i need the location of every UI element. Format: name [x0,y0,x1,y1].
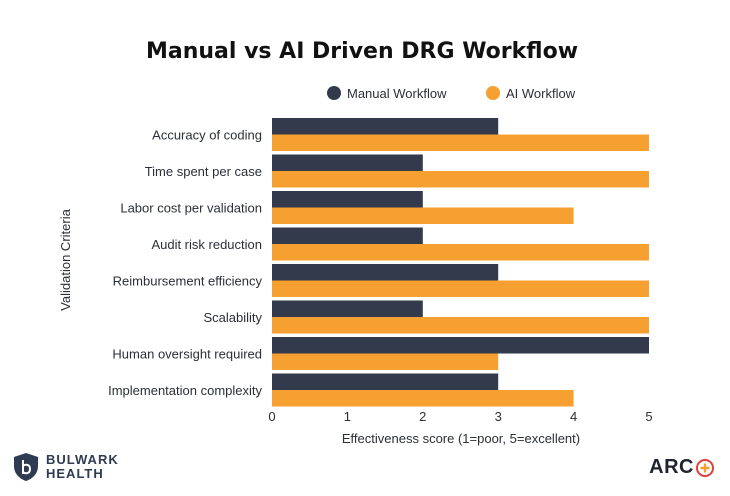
bar-manual-2 [272,191,423,208]
category-label: Implementation complexity [108,383,262,398]
bar-manual-3 [272,227,423,244]
x-tick-label: 3 [495,409,502,424]
bar-manual-4 [272,264,499,281]
bar-ai-7 [272,390,574,407]
category-label: Scalability [203,310,262,325]
x-tick-label: 0 [268,409,275,424]
bar-manual-6 [272,337,649,354]
arc-logo-text: ARC [649,456,694,478]
y-axis-title: Validation Criteria [58,208,73,310]
bar-ai-5 [272,317,649,334]
bar-ai-1 [272,171,649,188]
category-label: Audit risk reduction [151,237,262,252]
legend-marker-manual [327,86,341,100]
x-tick-label: 4 [570,409,577,424]
bar-ai-4 [272,280,649,297]
category-label: Time spent per case [145,164,262,179]
x-tick-label: 2 [419,409,426,424]
medical-cross-icon [696,458,714,477]
bar-ai-0 [272,134,649,151]
category-label: Accuracy of coding [152,128,262,143]
legend-label-ai: AI Workflow [506,86,576,101]
arc-logo: ARC [649,456,714,479]
bar-ai-6 [272,353,499,370]
category-label: Labor cost per validation [120,201,262,216]
x-tick-label: 1 [344,409,351,424]
brand-left-line2: HEALTH [46,466,104,481]
chart-title: Manual vs AI Driven DRG Workflow [146,39,578,64]
brand-left-line1: BULWARK [46,452,119,467]
bar-ai-2 [272,207,574,224]
legend-label-manual: Manual Workflow [347,86,447,101]
bar-manual-5 [272,300,423,317]
legend-marker-ai [486,86,500,100]
x-tick-label: 5 [645,409,652,424]
legend: Manual Workflow AI Workflow [327,86,576,101]
x-axis-title: Effectiveness score (1=poor, 5=excellent… [342,431,580,446]
bar-manual-7 [272,373,499,390]
category-label: Human oversight required [112,347,262,362]
bar-ai-3 [272,244,649,261]
bar-manual-0 [272,118,499,135]
category-label: Reimbursement efficiency [113,274,263,289]
shield-b-icon [14,453,38,481]
bulwark-health-logo: BULWARK HEALTH [12,452,119,482]
bar-manual-1 [272,154,423,171]
